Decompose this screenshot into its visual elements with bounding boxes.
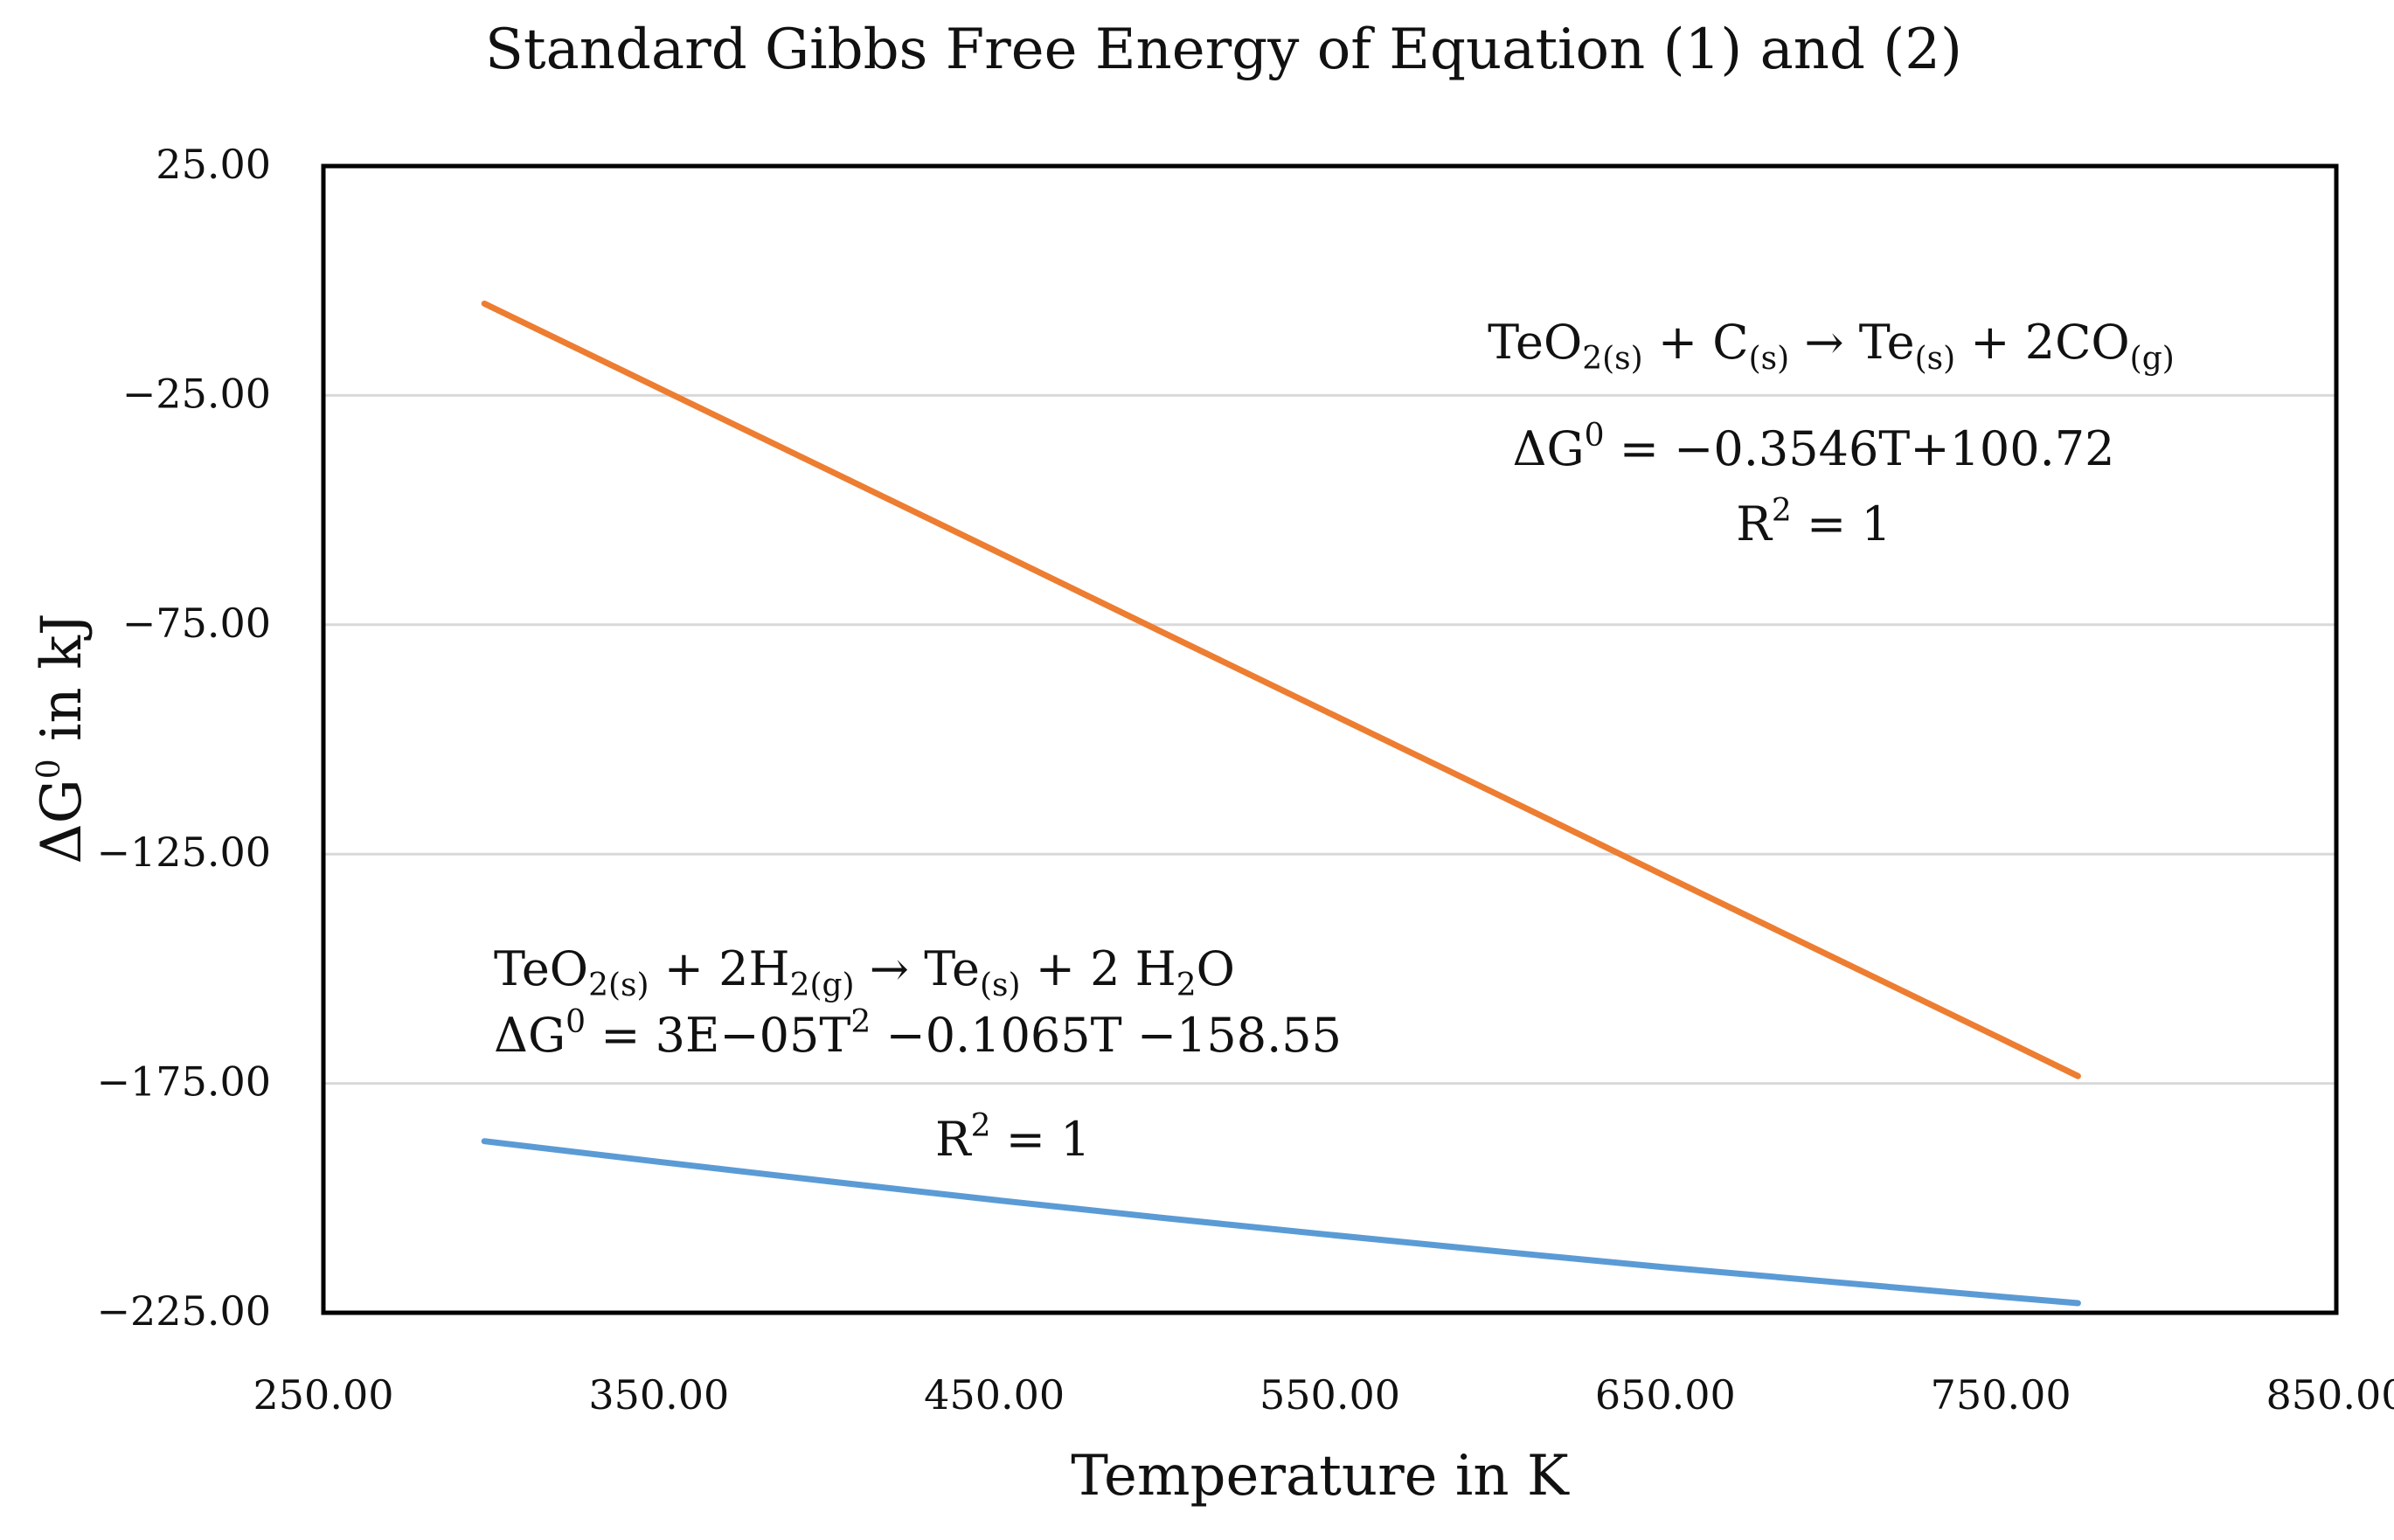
series-2-point — [482, 1138, 488, 1144]
x-tick-label: 350.00 — [588, 1371, 729, 1419]
y-tick-label: 25.00 — [156, 141, 271, 188]
series-1-point — [2075, 1073, 2081, 1079]
series-2-point — [656, 1159, 662, 1165]
series-2-point — [1662, 1265, 1669, 1271]
series-2-point — [1159, 1215, 1165, 1221]
x-tick-label: 850.00 — [2266, 1371, 2394, 1419]
x-tick-label: 450.00 — [924, 1371, 1065, 1419]
series-1-point — [1830, 954, 1836, 961]
series-2-point — [1830, 1279, 1836, 1285]
series-1-point — [656, 385, 662, 392]
y-tick-label: −25.00 — [122, 370, 271, 417]
series-1-point — [1662, 873, 1669, 879]
x-tick-label: 250.00 — [253, 1371, 394, 1419]
series-2-point — [1327, 1231, 1333, 1238]
x-tick-label: 750.00 — [1931, 1371, 2071, 1419]
x-tick-label: 650.00 — [1595, 1371, 1736, 1419]
y-tick-label: −175.00 — [97, 1058, 272, 1106]
x-tick-labels: 250.00 350.00 450.00 550.00 650.00 750.00 850.… — [253, 1371, 2394, 1419]
x-tick-label: 550.00 — [1259, 1371, 1400, 1419]
series-2-line — [481, 1138, 2081, 1307]
y-axis-label: ΔG0 in kJ — [30, 613, 94, 864]
series-1-point — [482, 301, 488, 307]
y-tick-label: −125.00 — [97, 829, 272, 876]
chart-title: Standard Gibbs Free Energy of Equation (… — [485, 17, 1962, 82]
series-2-point — [1998, 1294, 2004, 1300]
eq1-reaction: TeO2(s) + C(s) → Te(s) + 2CO(g) — [1488, 315, 2175, 377]
y-tick-label: −225.00 — [97, 1287, 272, 1335]
plot-frame — [321, 163, 2339, 1315]
y-axis-label-sup: 0 — [31, 759, 67, 779]
series-2-point — [1495, 1248, 1501, 1254]
y-axis-label-base: ΔG — [30, 779, 94, 864]
series-1-point — [1495, 791, 1501, 797]
y-axis-label-rest: in kJ — [30, 613, 94, 759]
series-1-point — [1327, 711, 1333, 717]
series-1-point — [823, 466, 829, 472]
series-1-point — [1159, 629, 1165, 635]
series-1-point — [991, 547, 997, 553]
series-2-point — [2075, 1300, 2081, 1306]
series-group — [481, 300, 2081, 1307]
eq2-r-squared: R2 = 1 — [935, 1108, 1091, 1167]
gridlines — [323, 393, 2336, 1086]
eq1-fit-equation: ΔG0 = −0.3546T+100.72 — [1512, 418, 2114, 476]
y-tick-labels: 25.00 −25.00 −75.00 −125.00 −175.00 −225.00 — [97, 141, 272, 1335]
series-2-point — [823, 1178, 829, 1184]
x-axis-label: Temperature in K — [1071, 1444, 1570, 1509]
eq2-fit-equation: ΔG0 = 3E−05T2 −0.1065T −158.55 — [494, 1004, 1342, 1063]
series-2-point — [991, 1197, 997, 1203]
y-tick-label: −75.00 — [122, 600, 271, 647]
eq1-r-squared: R2 = 1 — [1736, 493, 1891, 551]
series-1-point — [1998, 1036, 2004, 1042]
eq2-reaction: TeO2(s) + 2H2(g) → Te(s) + 2 H2O — [494, 941, 1235, 1003]
